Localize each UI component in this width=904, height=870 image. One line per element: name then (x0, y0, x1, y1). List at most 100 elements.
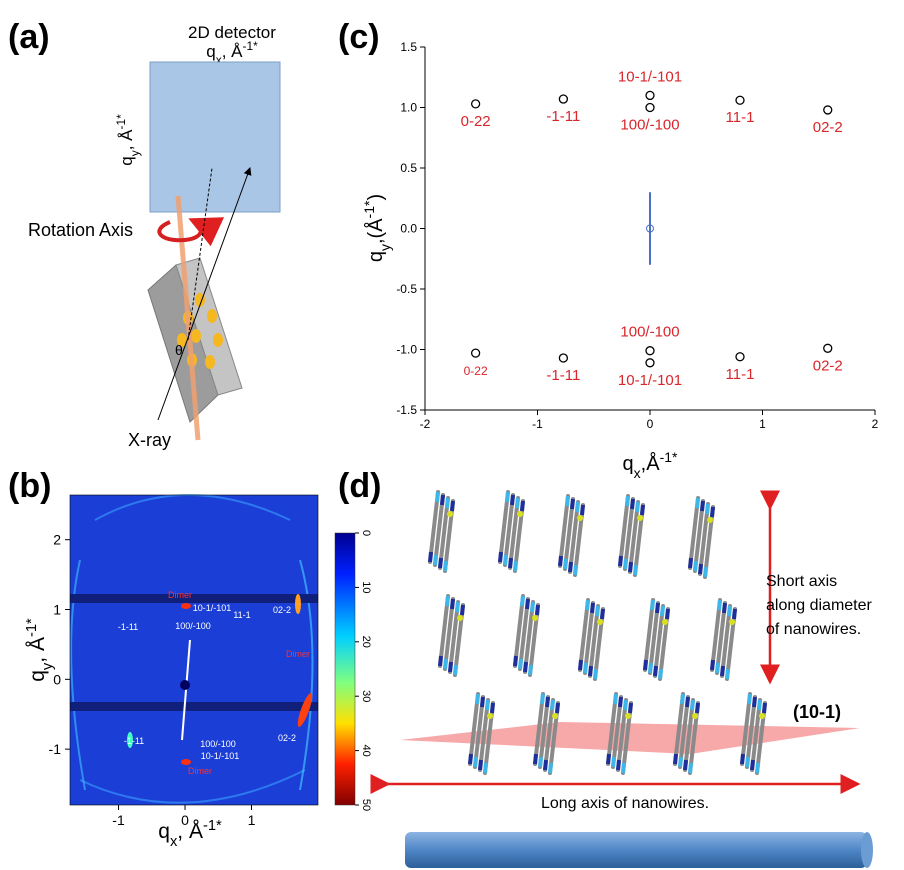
molecule-stick (678, 695, 690, 769)
molecule-end (515, 497, 520, 509)
molecule-end (455, 601, 460, 613)
molecule-end (435, 491, 440, 503)
colorbar-tick-label: 30 (360, 690, 372, 702)
molecule-end (475, 693, 480, 705)
x-tick-label: 2 (872, 417, 879, 431)
image-annotation: Dimer (168, 590, 192, 600)
molecule-end (593, 668, 598, 680)
y-tick-label: -1 (49, 741, 62, 757)
x-tick-label: -1 (112, 812, 125, 828)
molecule-end (565, 495, 570, 507)
y-tick-label: 0.5 (400, 161, 417, 175)
molecule-end (747, 693, 752, 705)
molecule-end (543, 759, 548, 771)
molecule-end (445, 595, 450, 607)
molecule-end (621, 762, 626, 774)
molecule-atom (447, 511, 453, 517)
molecule-end (613, 693, 618, 705)
rotation-arrow (157, 217, 225, 247)
molecule-end (585, 599, 590, 611)
molecule-end (578, 659, 583, 671)
molecule-end (693, 560, 698, 572)
molecule-end (538, 756, 543, 768)
image-annotation: Dimer (188, 766, 212, 776)
molecule-stick (648, 601, 660, 675)
molecule-end (732, 608, 737, 620)
point-label: 02-2 (813, 119, 843, 136)
molecule-stick (618, 494, 630, 568)
molecule-end (618, 555, 623, 567)
y-tick-label: -1.5 (396, 403, 417, 417)
molecule-end (450, 598, 455, 610)
x-tick-label: 0 (647, 417, 654, 431)
plot-frame (69, 494, 319, 806)
molecule-end (715, 662, 720, 674)
detector-title: 2D detector (188, 23, 276, 42)
image-annotation: 10-1/-101 (201, 751, 240, 761)
molecule-atom (597, 619, 603, 625)
label-part: x (216, 53, 222, 67)
molecule-end (628, 561, 633, 573)
molecule-end (618, 696, 623, 708)
crystals (177, 293, 223, 369)
point (645, 346, 655, 356)
molecule-atom (729, 619, 735, 625)
molecule-end (533, 753, 538, 765)
label-part: q (206, 42, 215, 61)
point-label: 100/-100 (620, 117, 679, 134)
molecule-end (520, 595, 525, 607)
molecule-end (595, 605, 600, 617)
point (645, 102, 655, 113)
molecule-end (703, 566, 708, 578)
molecule-end (450, 500, 455, 512)
molecule-atom (662, 619, 668, 625)
molecule-stick (543, 698, 555, 772)
x-tick-label: 0 (181, 812, 189, 828)
molecule-end (478, 759, 483, 771)
point (470, 348, 481, 358)
molecule-stick (448, 600, 460, 674)
molecule-end (635, 501, 640, 513)
molecule-end (640, 504, 645, 516)
molecule-end (630, 498, 635, 510)
molecule-end (745, 756, 750, 768)
molecule-stick (468, 692, 480, 766)
molecule-end (643, 659, 648, 671)
image-annotation: 100/-100 (200, 739, 236, 749)
colorbar-tick-label: 20 (360, 636, 372, 648)
molecule-stick (513, 594, 525, 668)
molecule-end (665, 608, 670, 620)
molecule-atom (577, 515, 583, 521)
molecule-end (530, 601, 535, 613)
point (558, 353, 569, 363)
molecule-end (548, 762, 553, 774)
y-tick-label: 0 (53, 671, 61, 687)
molecule-stick (523, 600, 535, 674)
point-label: 10-1/-101 (618, 68, 682, 85)
label-part: q (117, 156, 136, 165)
molecule-end (570, 498, 575, 510)
molecule-stick (498, 490, 510, 564)
point-label: 100/-100 (620, 324, 679, 341)
image-annotation: Dimer (286, 649, 310, 659)
nanowire (405, 832, 867, 868)
molecule-atom (552, 713, 558, 719)
molecule-stick (653, 604, 665, 678)
xray-label: X-ray (128, 430, 171, 450)
molecule-end (757, 699, 762, 711)
molecule-end (518, 658, 523, 670)
molecule-end (710, 506, 715, 518)
molecule-end (443, 560, 448, 572)
molecule-end (698, 563, 703, 575)
molecule-end (660, 605, 665, 617)
label-part: , Å (26, 637, 49, 663)
molecule-stick (503, 493, 515, 567)
molecule-end (700, 500, 705, 512)
molecule-end (727, 605, 732, 617)
molecule-end (633, 564, 638, 576)
colorbar (334, 532, 356, 806)
image-annotation: 11-1 (233, 610, 250, 620)
molecule-stick (588, 604, 600, 678)
molecule-end (762, 702, 767, 714)
